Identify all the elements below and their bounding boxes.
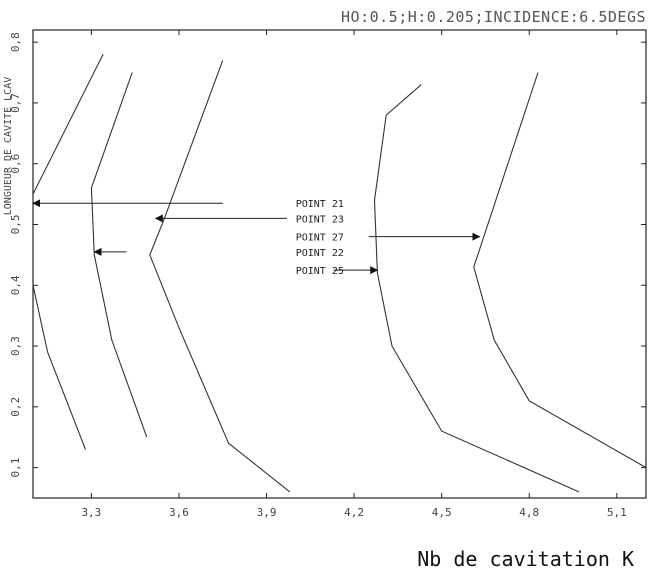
y-tick-label: 0,2 (9, 397, 22, 417)
x-tick-label: 4,5 (432, 506, 452, 519)
annotation-label: POINT 22 (296, 248, 344, 259)
y-axis-label: LONGUEUR DE CAVITE LCAV (3, 77, 14, 215)
x-tick-label: 3,3 (81, 506, 101, 519)
annotation-label: POINT 21 (296, 199, 344, 210)
x-axis-label: Nb de cavitation K (417, 547, 634, 571)
x-tick-label: 5,1 (607, 506, 627, 519)
x-tick-label: 4,2 (344, 506, 364, 519)
y-tick-label: 0,4 (9, 275, 22, 295)
y-tick-label: 0,3 (9, 336, 22, 356)
annotation-label: POINT 23 (296, 214, 344, 225)
y-tick-label: 0,7 (9, 93, 22, 113)
series-line (473, 72, 647, 469)
series-line (149, 60, 291, 493)
plot-frame (32, 29, 647, 499)
y-tick-label: 0,6 (9, 154, 22, 174)
annotation-label: POINT 25 (296, 266, 344, 277)
y-tick-label: 0,8 (9, 32, 22, 52)
series-line (373, 84, 580, 493)
series-line (32, 54, 104, 195)
series-line (32, 285, 87, 450)
x-tick-label: 4,8 (519, 506, 539, 519)
x-tick-label: 3,9 (257, 506, 277, 519)
x-tick-label: 3,6 (169, 506, 189, 519)
y-tick-label: 0,1 (9, 458, 22, 478)
plot-area: 3,3 3,6 3,9 4,2 4,5 4,8 5,1 0,1 0,2 0,3 0,4 0,5 0,6 0… (9, 29, 647, 519)
annotation-label: POINT 27 (296, 233, 344, 244)
series-line (90, 72, 148, 438)
y-tick-label: 0,5 (9, 215, 22, 235)
chart-title: HO:0.5;H:0.205;INCIDENCE:6.5DEGS (341, 8, 646, 26)
